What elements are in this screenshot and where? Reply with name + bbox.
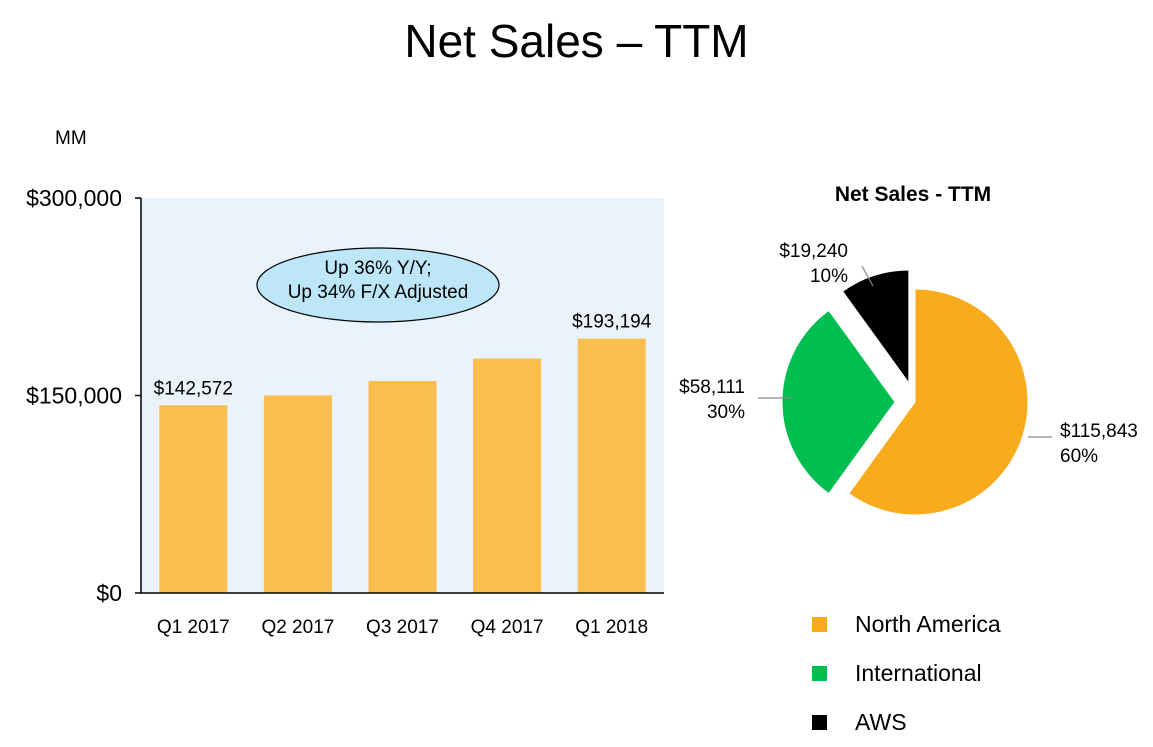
pie-value-label-international: $58,111 [679,377,745,398]
legend-item-aws: AWS [812,698,1001,747]
page-title: Net Sales – TTM [404,15,749,67]
legend-swatch-international [812,666,827,681]
pie-value-label-aws: $19,240 [779,241,848,262]
pie-percent-label-north-america: 60% [1060,446,1098,467]
y-tick-label-1: $150,000 [26,383,122,409]
pie-percent-label-international: 30% [707,402,745,423]
x-tick-label-0: Q1 2017 [157,617,230,638]
x-tick-label-3: Q4 2017 [471,617,544,638]
legend-label-aws: AWS [855,709,907,735]
pie-slice-north-america [848,288,1029,516]
legend-item-north-america: North America [812,600,1001,649]
pie-value-label-north-america: $115,843 [1060,421,1138,442]
x-tick-label-1: Q2 2017 [261,617,334,638]
legend-swatch-north-america [812,617,827,632]
y-tick-label-2: $300,000 [26,185,122,211]
bar-1 [263,395,332,593]
callout-line-1: Up 36% Y/Y; [324,258,431,279]
y-tick-label-0: $0 [96,580,122,606]
pie-legend: North America International AWS [812,600,1001,747]
x-tick-label-2: Q3 2017 [366,617,439,638]
legend-label-international: International [855,660,982,686]
callout-line-2: Up 34% F/X Adjusted [288,282,469,303]
bar-3 [473,358,542,593]
pie-percent-label-aws: 10% [810,266,848,287]
x-tick-label-4: Q1 2018 [575,617,648,638]
pie-leader-aws [861,265,874,287]
bar-4 [577,338,646,593]
pie-slice-international [781,309,896,495]
legend-label-north-america: North America [855,611,1001,637]
legend-swatch-aws [812,715,827,730]
legend-item-international: International [812,649,1001,698]
y-axis-unit-label: MM [55,128,87,149]
bar-2 [368,381,437,593]
bar-data-label-4: $193,194 [572,312,652,333]
pie-slice-aws [841,269,910,385]
callout-ellipse [256,247,500,323]
pie-title: Net Sales - TTM [835,183,991,206]
bar-0 [159,405,228,593]
bar-data-label-0: $142,572 [154,378,233,399]
